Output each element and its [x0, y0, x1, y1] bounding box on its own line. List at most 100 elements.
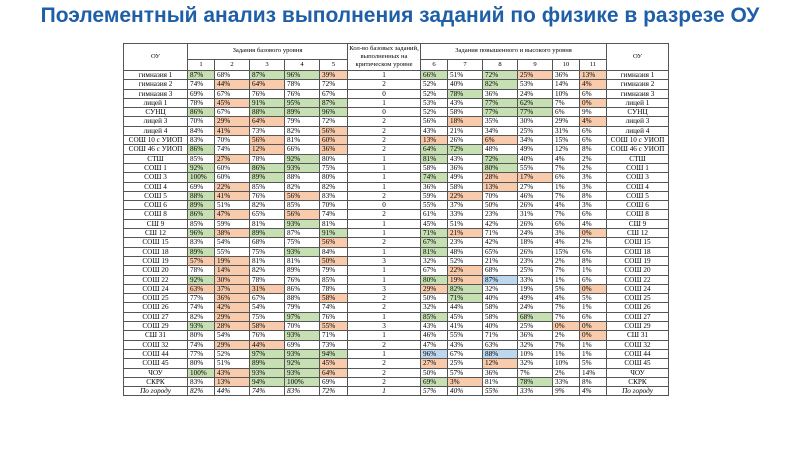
basic-value-cell: 78% — [187, 265, 215, 276]
advanced-value-cell: 8% — [579, 255, 607, 267]
advanced-value-cell: 4% — [579, 218, 607, 230]
school-name: СОШ 20 — [123, 265, 188, 276]
basic-value-cell: 69% — [284, 339, 320, 350]
basic-value-cell: 92% — [187, 274, 215, 285]
advanced-value-cell: 5% — [579, 358, 607, 369]
basic-value-cell: 38% — [214, 228, 250, 239]
advanced-value-cell: 26% — [517, 200, 553, 211]
advanced-value-cell: 13% — [420, 135, 448, 146]
critical-count-cell: 1 — [347, 172, 421, 183]
table-row: лицей 1 78% 45% 91% 95% 87% 1 53% 43% 77% 62% 7% 0% л… — [123, 97, 669, 109]
basic-value-cell: 97% — [284, 311, 320, 323]
advanced-value-cell: 28% — [482, 172, 518, 183]
advanced-value-cell: 15% — [552, 246, 580, 257]
basic-value-cell: 76% — [284, 274, 320, 285]
advanced-value-cell: 55% — [420, 200, 448, 211]
basic-value-cell: 51% — [214, 200, 250, 211]
school-name: СОШ 25 — [123, 293, 188, 304]
advanced-value-cell: 78% — [447, 88, 483, 99]
advanced-value-cell: 50% — [420, 293, 448, 304]
school-name-right: СОШ 22 — [606, 274, 669, 285]
header-advanced: Задания повышенного и высокого уровня — [420, 42, 607, 61]
school-name-right: СУНЦ — [606, 107, 669, 118]
critical-count-cell: 1 — [347, 69, 421, 81]
advanced-value-cell: 7% — [517, 367, 553, 378]
school-name: СОШ 10 с УИОП — [123, 135, 188, 146]
advanced-value-cell: 14% — [579, 367, 607, 378]
table-row: СОШ 24 63% 37% 31% 86% 78% 3 29% 82% 32% 19% 5% 0% СО… — [123, 283, 669, 295]
basic-value-cell: 28% — [214, 320, 250, 332]
basic-value-cell: 96% — [187, 228, 215, 239]
basic-value-cell: 80% — [319, 153, 348, 164]
school-name: СОШ 18 — [123, 246, 188, 257]
advanced-value-cell: 6% — [579, 311, 607, 323]
critical-count-cell: 2 — [347, 302, 421, 313]
table-row: СОШ 46 с УИОП 86% 74% 12% 66% 36% 2 64% 72% 48% 49… — [123, 144, 669, 155]
advanced-value-cell: 6% — [579, 125, 607, 137]
basic-value-cell: 13% — [214, 376, 250, 388]
advanced-value-cell: 19% — [447, 274, 483, 285]
basic-value-cell: 42% — [214, 302, 250, 313]
advanced-value-cell: 34% — [517, 135, 553, 146]
basic-value-cell: 96% — [319, 107, 348, 118]
task-number-7: 7 — [447, 59, 483, 71]
basic-value-cell: 80% — [319, 172, 348, 183]
basic-value-cell: 81% — [284, 255, 320, 267]
basic-value-cell: 86% — [187, 107, 215, 118]
basic-value-cell: 93% — [284, 348, 320, 360]
advanced-value-cell: 77% — [482, 107, 518, 118]
school-name: СОШ 24 — [123, 283, 188, 295]
school-name: СОШ 45 — [123, 358, 188, 369]
basic-value-cell: 36% — [319, 144, 348, 155]
advanced-value-cell: 40% — [517, 153, 553, 164]
basic-value-cell: 29% — [214, 339, 250, 350]
advanced-value-cell: 27% — [517, 181, 553, 192]
advanced-value-cell: 82% — [447, 283, 483, 295]
basic-value-cell: 56% — [249, 135, 285, 146]
advanced-value-cell: 21% — [482, 255, 518, 267]
advanced-value-cell: 25% — [447, 358, 483, 369]
advanced-value-cell: 6% — [552, 107, 580, 118]
basic-value-cell: 39% — [319, 69, 348, 81]
advanced-value-cell: 52% — [447, 255, 483, 267]
school-name-right: СШ 31 — [606, 330, 669, 341]
advanced-value-cell: 25% — [517, 320, 553, 332]
advanced-value-cell: 27% — [420, 358, 448, 369]
basic-value-cell: 29% — [214, 116, 250, 127]
table-row: СОШ 18 89% 55% 75% 93% 84% 1 81% 48% 65% 26% 15% 6% С… — [123, 246, 669, 257]
advanced-value-cell: 33% — [552, 376, 580, 388]
basic-value-cell: 75% — [249, 246, 285, 257]
basic-value-cell: 67% — [214, 107, 250, 118]
page-title: Поэлементный анализ выполнения заданий п… — [40, 4, 760, 27]
basic-value-cell: 89% — [284, 265, 320, 276]
critical-count-cell: 1 — [347, 348, 421, 360]
advanced-value-cell: 2% — [552, 367, 580, 378]
school-name-right: СОШ 10 с УИОП — [606, 135, 669, 146]
advanced-value-cell: 48% — [482, 144, 518, 155]
task-number-11: 11 — [579, 59, 607, 71]
advanced-value-cell: 3% — [579, 172, 607, 183]
school-name: ЧОУ — [123, 367, 188, 378]
advanced-value-cell: 52% — [420, 88, 448, 99]
table-row: гимназия 2 74% 44% 64% 78% 72% 2 52% 40% 82% 53% 14… — [123, 79, 669, 90]
basic-value-cell: 54% — [214, 330, 250, 341]
school-name: СОШ 1 — [123, 162, 188, 174]
basic-value-cell: 36% — [214, 293, 250, 304]
basic-value-cell: 80% — [187, 330, 215, 341]
critical-count-cell: 1 — [347, 181, 421, 192]
advanced-value-cell: 5% — [579, 293, 607, 304]
basic-value-cell: 56% — [284, 190, 320, 202]
advanced-value-cell: 49% — [517, 144, 553, 155]
advanced-value-cell: 44% — [447, 302, 483, 313]
basic-value-cell: 56% — [319, 237, 348, 248]
advanced-value-cell: 0% — [579, 228, 607, 239]
total-advanced-value: 57% — [420, 386, 448, 397]
advanced-value-cell: 72% — [482, 69, 518, 81]
school-name: СУНЦ — [123, 107, 188, 118]
basic-value-cell: 86% — [187, 144, 215, 155]
critical-count-cell: 2 — [347, 116, 421, 127]
advanced-value-cell: 4% — [552, 153, 580, 164]
advanced-value-cell: 42% — [482, 218, 518, 230]
basic-value-cell: 43% — [214, 367, 250, 378]
advanced-value-cell: 0% — [579, 330, 607, 341]
